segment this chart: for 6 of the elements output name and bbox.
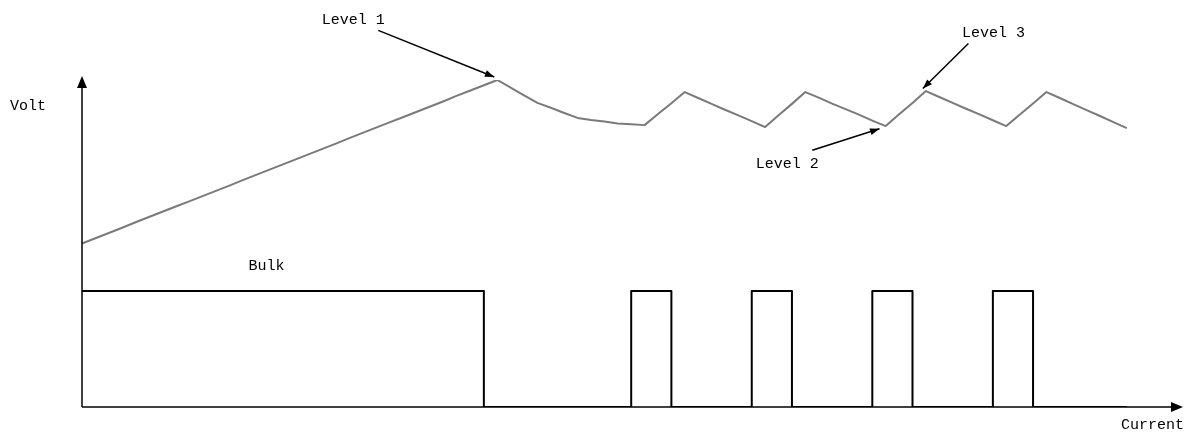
text: Level 3 — [961, 25, 1025, 43]
annotation: Level 2 — [755, 156, 819, 174]
y-axis-title: Volt — [10, 98, 47, 115]
annotation: Bulk — [248, 257, 285, 275]
text: Level 1 — [321, 12, 385, 30]
x-axis-title: Current — [1120, 417, 1184, 434]
